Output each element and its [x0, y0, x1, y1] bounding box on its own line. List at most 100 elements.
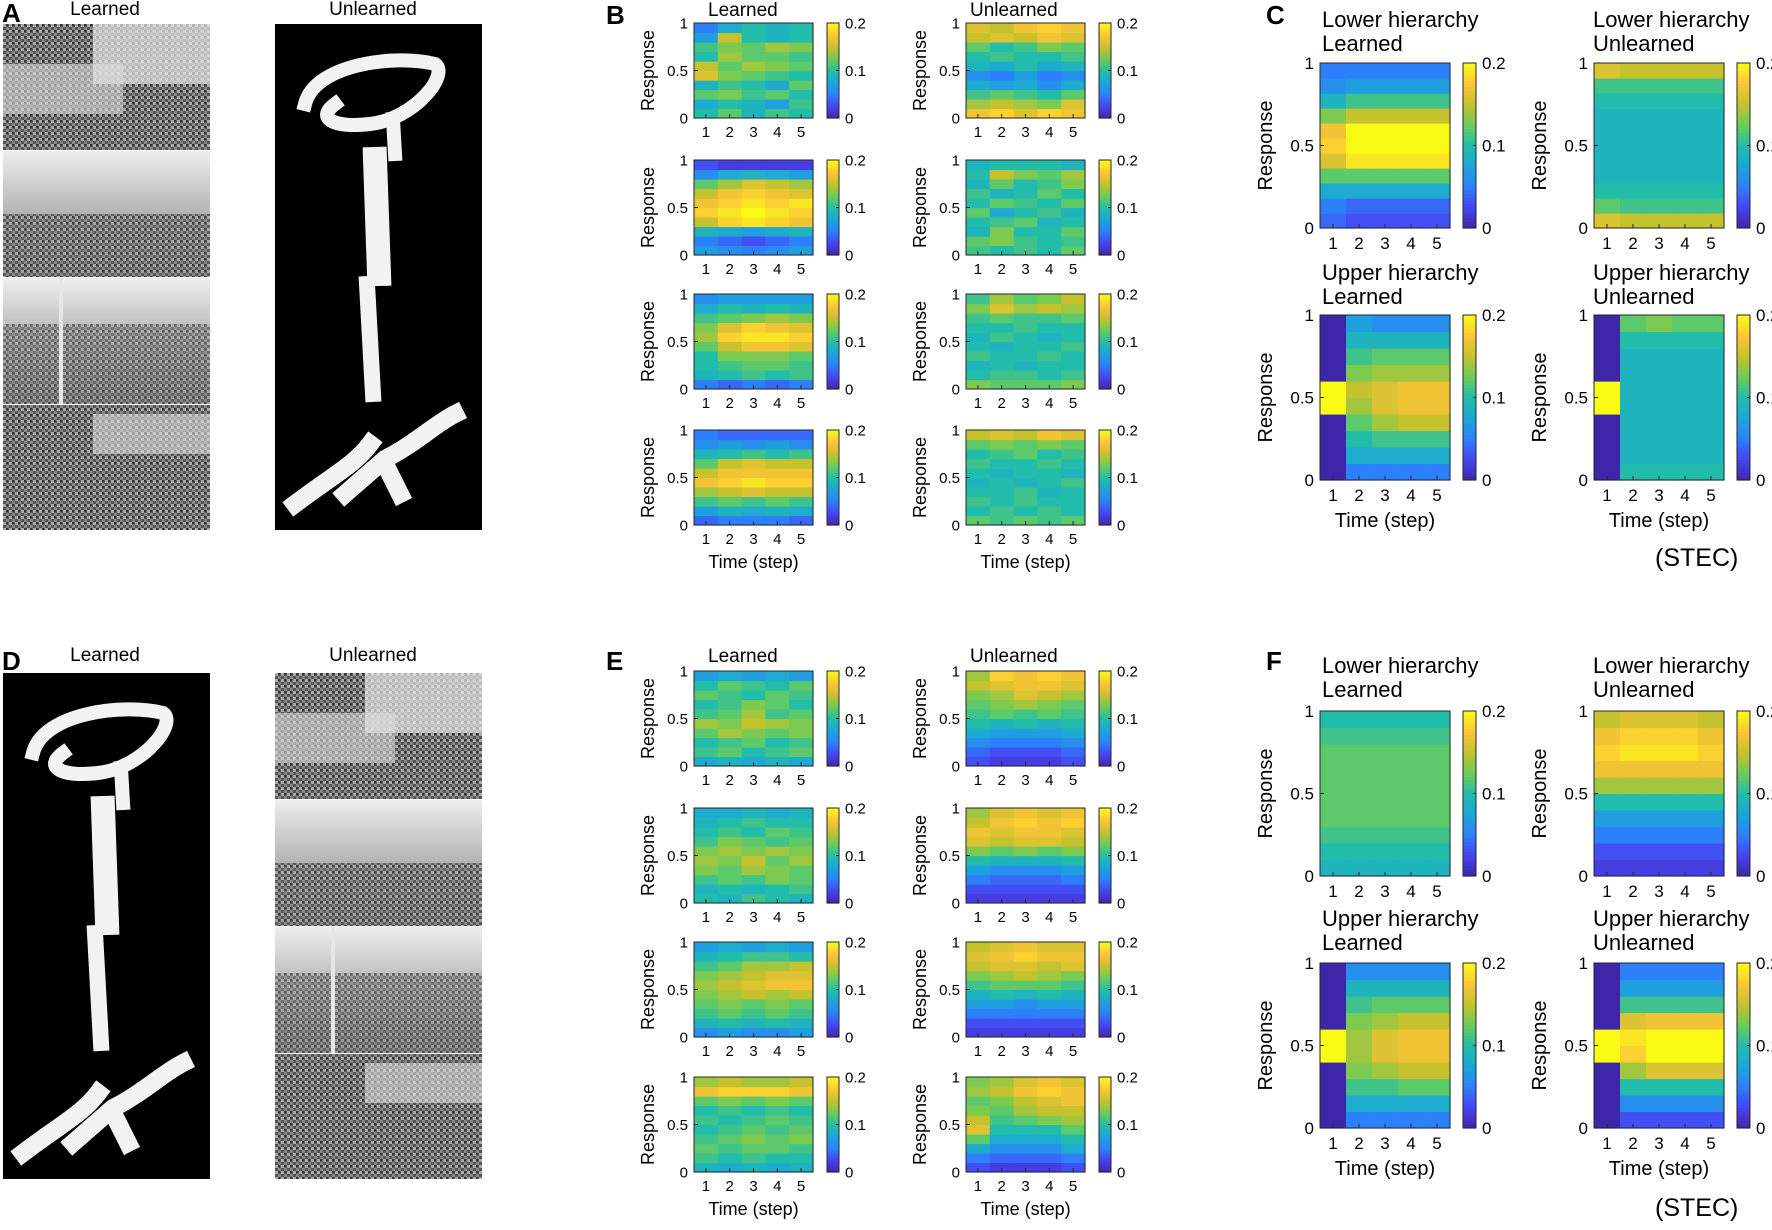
colorbar-segment [1099, 58, 1111, 62]
heatmap-cell [1646, 793, 1673, 811]
colorbar-segment [1737, 755, 1750, 760]
heatmap-cell [765, 893, 790, 904]
heatmap-cell [1346, 760, 1373, 778]
colorbar-segment [1737, 431, 1750, 436]
colorbar-segment [1099, 187, 1111, 191]
heatmap-cell [1372, 108, 1399, 124]
heatmap-cell [741, 236, 766, 247]
colorbar-segment [1099, 225, 1111, 228]
colorbar-segment [1099, 333, 1111, 337]
colorbar-segment [1099, 445, 1111, 449]
colorbar-segment [1099, 239, 1111, 242]
y-tick-label: 1 [680, 1069, 688, 1086]
colorbar-segment [827, 295, 839, 299]
heatmap-cell [789, 884, 814, 895]
column-title-b-left: Learned [708, 0, 778, 21]
heatmap-cell [1646, 760, 1673, 778]
heatmap-cell [989, 671, 1015, 682]
colorbar-segment [827, 736, 839, 739]
heatmap-cell [1698, 430, 1725, 448]
heatmap-cell [989, 1134, 1015, 1145]
colorbar-tick-label: 0 [845, 381, 853, 398]
heatmap-cell [789, 827, 814, 838]
colorbar-segment [827, 710, 839, 714]
heatmap-cell [1672, 1045, 1699, 1063]
heatmap-cell [1672, 138, 1699, 154]
colorbar-segment [1099, 62, 1111, 66]
x-tick-label: 3 [749, 124, 757, 141]
heatmap-cell [989, 179, 1015, 190]
heatmap-cell [1372, 727, 1399, 745]
x-tick-label: 3 [1021, 531, 1029, 548]
heatmap-cell [741, 303, 766, 314]
colorbar-segment [827, 752, 839, 755]
heatmap-cell [1061, 718, 1086, 729]
colorbar-segment [1737, 473, 1750, 478]
x-tick-label: 1 [702, 1178, 710, 1195]
colorbar-segment [827, 987, 839, 991]
x-tick-label: 3 [749, 1043, 757, 1060]
heatmap-cell [1037, 865, 1062, 876]
colorbar-segment [1099, 829, 1111, 833]
heatmap-cell [1372, 1062, 1399, 1080]
heatmap-cell [1594, 1062, 1621, 1080]
heatmap-cell [741, 1018, 766, 1029]
colorbar-segment [827, 959, 839, 963]
heatmap-cell [1061, 32, 1086, 43]
colorbar-segment [1099, 385, 1111, 388]
heatmap-cell [966, 855, 991, 866]
colorbar-segment [1099, 704, 1111, 708]
colorbar-segment [827, 1092, 839, 1096]
colorbar-segment [1463, 352, 1476, 357]
colorbar-segment [1737, 380, 1750, 385]
colorbar-segment [1737, 793, 1750, 798]
colorbar-segment [1463, 118, 1476, 123]
heatmap-cell [765, 951, 790, 962]
heatmap-cell [1037, 1096, 1062, 1107]
heatmap-cell [1061, 207, 1086, 218]
colorbar-segment [827, 323, 839, 327]
heatmap-cell [1398, 430, 1425, 448]
heatmap-cell [694, 341, 719, 352]
heatmap-cell [1698, 381, 1725, 399]
heatmap-cell [1646, 397, 1673, 415]
heatmap-cell [1013, 458, 1038, 469]
heatmap-cell [966, 160, 991, 171]
colorbar-segment [1099, 963, 1111, 967]
colorbar-segment [1099, 712, 1111, 716]
heatmap-cell [741, 836, 766, 847]
x-tick-label: 4 [1045, 1043, 1053, 1060]
heatmap-cell [989, 506, 1015, 517]
colorbar-segment [827, 1126, 839, 1130]
heatmap-cell [1398, 826, 1425, 844]
heatmap-cell [694, 1162, 719, 1173]
y-tick-label: 0.5 [939, 1117, 960, 1134]
colorbar-segment [1463, 214, 1476, 219]
colorbar-segment [827, 764, 839, 767]
heatmap-cell [1037, 198, 1062, 209]
heatmap-cell [789, 379, 814, 390]
heatmap-cell [694, 294, 719, 305]
heatmap-cell [1620, 63, 1647, 79]
colorbar-tick-label: 0.1 [845, 470, 866, 487]
heatmap-cell [1320, 315, 1347, 333]
heatmap-cell [966, 680, 991, 691]
x-axis-label: Time (step) [708, 1199, 798, 1219]
heatmap-cell [1594, 744, 1621, 762]
heatmap-cell [966, 226, 991, 237]
colorbar-segment [1737, 834, 1750, 839]
heatmap-cell [1013, 737, 1038, 748]
colorbar-segment [1099, 953, 1111, 957]
x-tick-label: 4 [773, 261, 781, 278]
heatmap-cell [741, 1134, 766, 1145]
colorbar-segment [827, 309, 839, 313]
x-tick-label: 2 [726, 1178, 734, 1195]
heatmap-cell [1346, 859, 1373, 877]
heatmap-cell [989, 496, 1015, 507]
colorbar-segment [1099, 231, 1111, 234]
colorbar-segment [1099, 692, 1111, 696]
colorbar-segment [827, 163, 839, 167]
heatmap-cell [966, 245, 991, 256]
colorbar-segment [1737, 148, 1750, 153]
colorbar-segment [827, 36, 839, 40]
